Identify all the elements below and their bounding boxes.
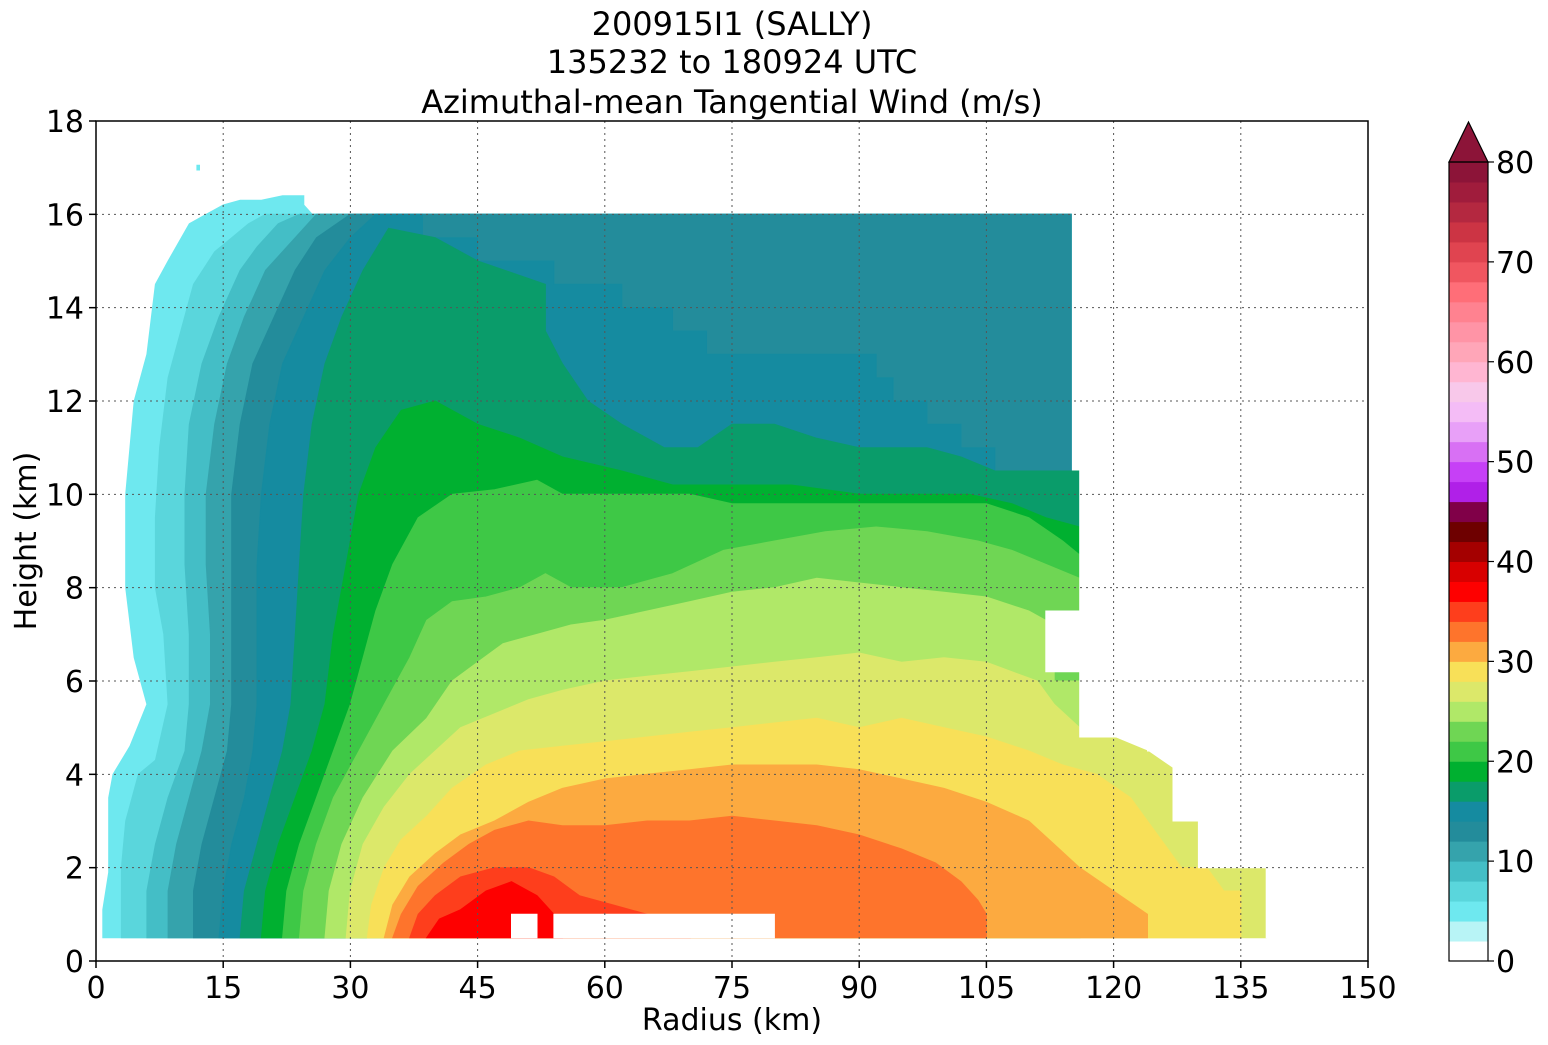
colorbar-segment [1449, 162, 1488, 183]
colorbar-segment [1449, 781, 1488, 802]
colorbar-segment [1449, 681, 1488, 702]
colorbar-segment [1449, 601, 1488, 622]
colorbar-segment [1449, 821, 1488, 842]
colorbar-segment [1449, 721, 1488, 742]
y-tick-label: 18 [46, 105, 84, 140]
missing-data-region-1 [511, 913, 538, 939]
missing-data-region-2 [553, 913, 775, 939]
x-tick-label: 105 [958, 971, 1015, 1006]
y-tick-label: 14 [46, 292, 84, 327]
colorbar: 0 10 20 30 40 50 60 70 80 [1448, 120, 1534, 980]
chart-title-line-1: 200915I1 (SALLY) [591, 5, 873, 43]
y-tick-label: 6 [65, 665, 84, 700]
colorbar-segment [1449, 861, 1488, 882]
colorbar-segment [1449, 441, 1488, 463]
colorbar-tick-label: 80 [1496, 146, 1534, 181]
colorbar-segment [1449, 881, 1488, 902]
colorbar-segment [1449, 341, 1488, 363]
colorbar-segment [1449, 281, 1488, 303]
x-tick-label: 30 [331, 971, 369, 1006]
colorbar-segment [1449, 621, 1488, 642]
chart-title-line-2: 135232 to 180924 UTC [546, 43, 918, 81]
colorbar-segment [1449, 261, 1488, 283]
x-tick-label: 0 [86, 971, 105, 1006]
colorbar-segment [1449, 661, 1488, 682]
colorbar-segment [1449, 221, 1488, 243]
colorbar-segment [1449, 921, 1488, 942]
colorbar-segment [1449, 201, 1488, 223]
colorbar-segment [1449, 801, 1488, 822]
colorbar-segment [1449, 301, 1488, 323]
colorbar-segment [1449, 561, 1488, 582]
x-tick-label: 75 [713, 971, 751, 1006]
x-tick-label: 150 [1339, 971, 1396, 1006]
colorbar-segment [1449, 401, 1488, 423]
y-tick-label: 16 [46, 198, 84, 233]
contour-fill-layer [102, 164, 1368, 939]
colorbar-segment [1449, 901, 1488, 922]
colorbar-segment [1449, 741, 1488, 762]
y-tick-label: 0 [65, 945, 84, 980]
colorbar-tick-label: 0 [1496, 945, 1515, 980]
x-tick-label: 90 [840, 971, 878, 1006]
x-tick-label: 45 [459, 971, 497, 1006]
colorbar-segment [1449, 541, 1488, 562]
isolated-patch-3 [196, 164, 200, 171]
colorbar-tick-label: 50 [1496, 446, 1534, 481]
colorbar-segment [1449, 381, 1488, 403]
colorbar-tick-label: 20 [1496, 745, 1534, 780]
y-tick-label: 8 [65, 572, 84, 607]
x-axis-ticks: 0 15 30 45 60 75 90 105 120 135 150 [86, 961, 1397, 1006]
x-tick-label: 120 [1085, 971, 1142, 1006]
colorbar-segment [1449, 501, 1488, 523]
colorbar-segment [1449, 701, 1488, 722]
colorbar-segment [1449, 321, 1488, 343]
colorbar-segment [1449, 761, 1488, 782]
colorbar-segment [1449, 841, 1488, 862]
colorbar-segment [1449, 641, 1488, 662]
x-tick-label: 135 [1212, 971, 1269, 1006]
x-axis-label: Radius (km) [642, 1003, 822, 1038]
x-tick-label: 15 [204, 971, 242, 1006]
colorbar-segment [1449, 361, 1488, 383]
colorbar-segment [1449, 481, 1488, 503]
y-tick-label: 2 [65, 852, 84, 887]
x-tick-label: 60 [586, 971, 624, 1006]
colorbar-segment [1449, 581, 1488, 602]
chart-title-line-3: Azimuthal-mean Tangential Wind (m/s) [421, 83, 1043, 121]
grid-lines [96, 121, 1368, 961]
colorbar-tick-label: 60 [1496, 346, 1534, 381]
y-tick-label: 4 [65, 758, 84, 793]
colorbar-segment [1449, 941, 1488, 962]
colorbar-tick-label: 30 [1496, 645, 1534, 680]
colorbar-segment [1449, 181, 1488, 203]
colorbar-segment [1449, 421, 1488, 443]
y-tick-label: 10 [46, 478, 84, 513]
y-tick-label: 12 [46, 385, 84, 420]
colorbar-segment [1449, 241, 1488, 263]
colorbar-extend-arrow [1448, 120, 1489, 163]
colorbar-tick-label: 10 [1496, 845, 1534, 880]
colorbar-segment [1449, 461, 1488, 483]
missing-data-region-3 [1079, 213, 1368, 939]
colorbar-tick-label: 40 [1496, 546, 1534, 581]
y-axis-ticks: 0 2 4 6 8 10 12 14 16 18 [46, 105, 96, 980]
y-axis-label: Height (km) [9, 452, 44, 631]
colorbar-tick-label: 70 [1496, 246, 1534, 281]
missing-data-region-0 [1045, 610, 1081, 673]
colorbar-segment [1449, 521, 1488, 543]
